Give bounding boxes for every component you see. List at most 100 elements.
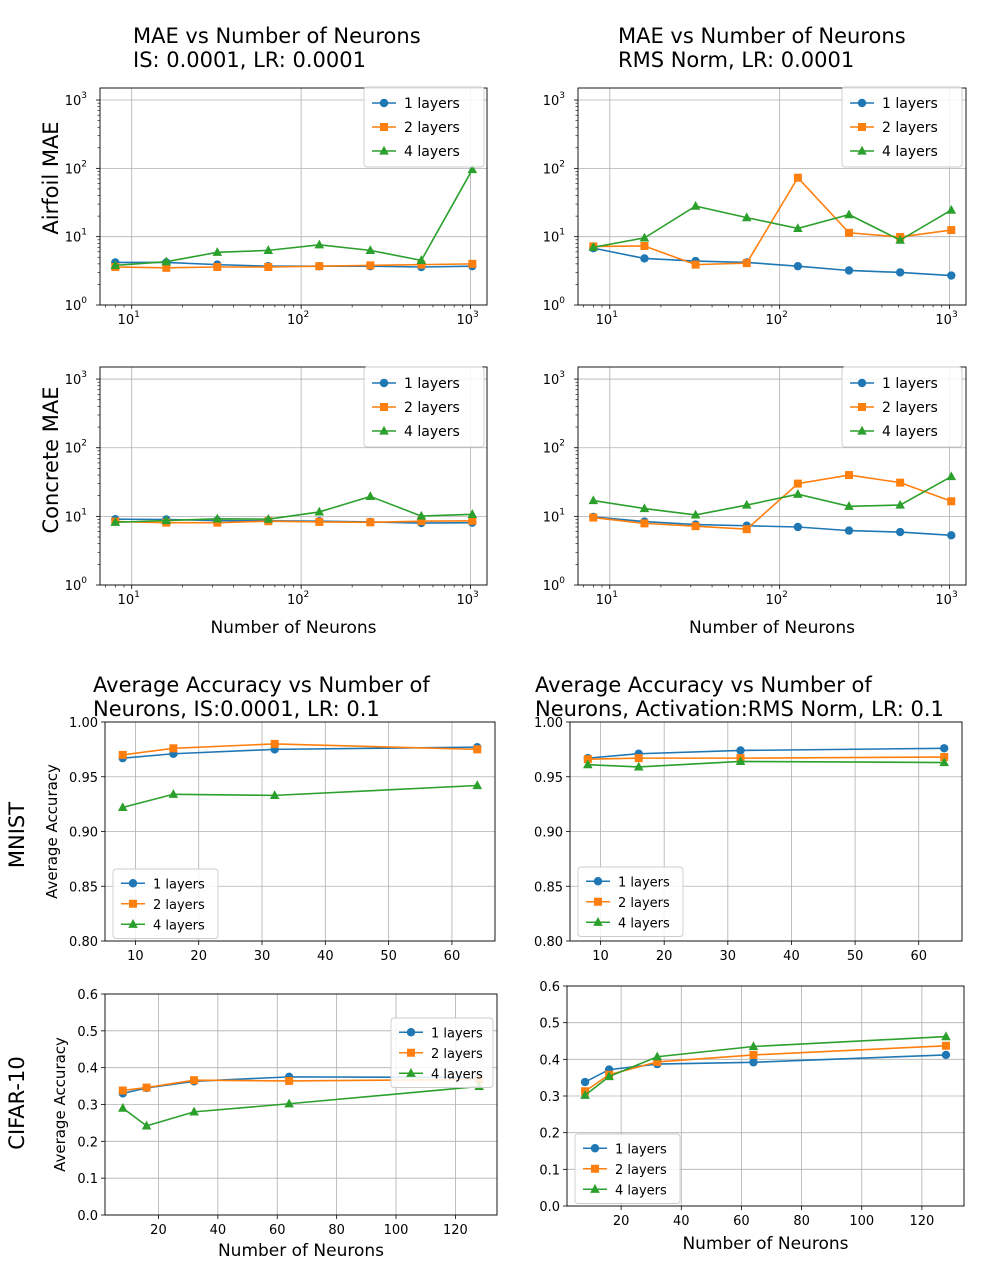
x-tick-label: 40 xyxy=(210,1223,227,1238)
data-point xyxy=(213,262,222,271)
series-line xyxy=(115,520,473,524)
data-point xyxy=(639,503,650,513)
data-point xyxy=(896,478,905,487)
legend-item: 2 layers xyxy=(372,120,460,136)
y-tick-label: 0.4 xyxy=(77,1062,98,1077)
legend: 1 layers 2 layers 4 layers xyxy=(841,366,963,448)
data-point xyxy=(270,739,279,748)
series-line xyxy=(122,1085,480,1127)
series-line xyxy=(593,475,952,516)
legend-marker xyxy=(594,897,602,906)
data-point xyxy=(212,513,223,523)
legend-label: 4 layers xyxy=(404,144,460,160)
plot-frame xyxy=(104,721,496,942)
legend-box xyxy=(841,366,963,448)
legend-label: 1 layers xyxy=(618,875,670,890)
legend: 1 layers 2 layers 4 layers xyxy=(112,868,219,939)
data-point xyxy=(162,263,171,272)
x-tick-label: 103 xyxy=(456,310,478,328)
data-point xyxy=(749,1058,758,1067)
data-point xyxy=(589,513,598,522)
legend-marker xyxy=(406,1028,416,1037)
legend-label: 1 layers xyxy=(882,376,938,392)
legend-label: 1 layers xyxy=(404,376,460,392)
data-point xyxy=(472,780,483,790)
x-tick-label: 103 xyxy=(456,590,478,608)
x-tick-label: 103 xyxy=(935,310,957,328)
y-tick-label: 101 xyxy=(65,507,87,525)
x-tick-label: 80 xyxy=(793,1214,810,1229)
x-tick-label: 100 xyxy=(849,1214,874,1229)
data-point xyxy=(939,744,949,753)
y-tick-label: 100 xyxy=(65,296,88,314)
y-tick-label: 0.3 xyxy=(77,1099,98,1114)
data-point xyxy=(741,499,752,509)
y-tick-label: 101 xyxy=(543,228,565,246)
data-point xyxy=(691,522,700,531)
data-point xyxy=(640,254,649,263)
legend-item: 4 layers xyxy=(372,424,460,440)
x-tick-label: 50 xyxy=(380,949,397,964)
legend-label: 2 layers xyxy=(615,1163,667,1178)
charts: 101 102 103 100 101 102 103 MAE vs Number of Ne… xyxy=(43,24,967,1261)
series-line xyxy=(115,169,474,267)
series-4-layers xyxy=(110,491,478,526)
y-tick-label: 0.80 xyxy=(69,935,98,950)
legend-box xyxy=(574,1133,681,1204)
data-point xyxy=(940,753,949,762)
data-point xyxy=(844,266,854,275)
y-tick-label: 0.90 xyxy=(534,826,563,841)
y-tick-label: 100 xyxy=(65,576,88,594)
y-tick-label: 1.00 xyxy=(534,716,563,731)
y-tick-label: 0.1 xyxy=(539,1163,560,1178)
series-line xyxy=(593,474,952,531)
x-tick-label: 101 xyxy=(596,590,618,608)
data-point xyxy=(895,234,905,244)
data-point xyxy=(580,1090,590,1099)
row-label-concrete: Concrete MAE xyxy=(39,386,63,533)
y-axis-label: Average Accuracy xyxy=(43,764,61,899)
data-point xyxy=(844,209,854,219)
y-tick-label: 103 xyxy=(543,91,565,109)
data-point xyxy=(580,1077,590,1087)
legend-label: 1 layers xyxy=(404,96,460,112)
chart-cifar_rms: 20 40 60 80 100 120 0.0 0.1 0.2 0.3 0.4 0.5 0.6 Numbe… xyxy=(539,980,965,1254)
legend-label: 2 layers xyxy=(404,400,460,416)
legend-label: 4 layers xyxy=(618,916,670,931)
chart-cifar_is: 20 40 60 80 100 120 0.0 0.1 0.2 0.3 0.4 0.5 0.6 Numbe… xyxy=(51,988,498,1261)
y-tick-label: 100 xyxy=(543,296,566,314)
legend-item: 4 layers xyxy=(372,144,460,160)
data-point xyxy=(895,268,905,277)
y-tick-label: 0.95 xyxy=(69,771,98,786)
chart-title: Neurons, Activation:RMS Norm, LR: 0.1 xyxy=(535,697,944,721)
data-point xyxy=(467,164,478,174)
data-point xyxy=(652,1051,663,1061)
series-line xyxy=(593,176,952,266)
legend-marker xyxy=(128,879,138,888)
series-2-layers xyxy=(118,739,482,759)
legend-box xyxy=(841,86,963,168)
y-tick-label: 100 xyxy=(543,576,566,594)
data-point xyxy=(640,242,649,251)
y-tick-label: 0.85 xyxy=(534,880,563,895)
legend-marker xyxy=(380,403,388,411)
data-point xyxy=(690,509,701,519)
legend-marker xyxy=(858,123,866,131)
x-tick-label: 40 xyxy=(317,949,334,964)
y-tick-label: 101 xyxy=(543,507,565,525)
legend-item: 1 layers xyxy=(583,1142,667,1157)
legend-marker xyxy=(379,145,389,155)
x-tick-label: 60 xyxy=(444,949,461,964)
legend-item: 2 layers xyxy=(121,898,205,913)
legend-label: 2 layers xyxy=(882,120,938,136)
data-point xyxy=(793,261,803,271)
y-tick-label: 0.6 xyxy=(77,988,98,1003)
data-point xyxy=(315,517,324,526)
x-tick-label: 102 xyxy=(287,310,309,328)
series-line xyxy=(122,784,478,809)
chart-title: Average Accuracy vs Number of xyxy=(93,673,430,697)
x-tick-label: 120 xyxy=(443,1223,468,1238)
data-point xyxy=(365,491,376,501)
data-point xyxy=(110,517,121,526)
legend-box xyxy=(363,366,485,448)
